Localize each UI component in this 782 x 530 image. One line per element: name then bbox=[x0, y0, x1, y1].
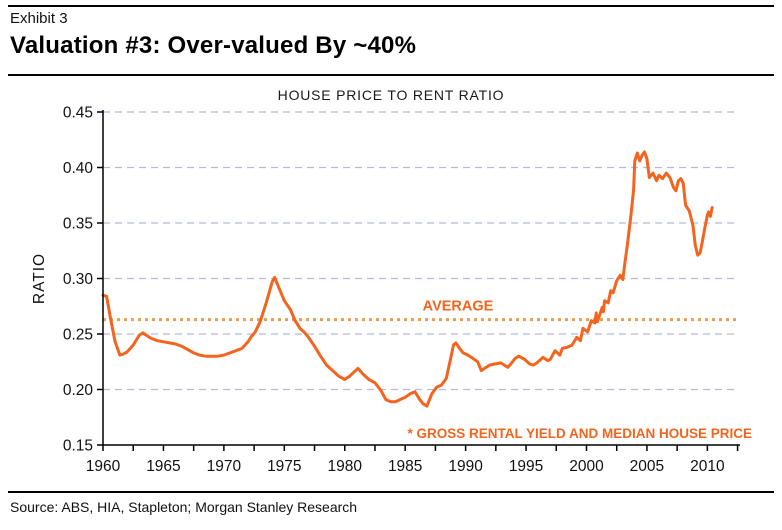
x-tick-label: 1980 bbox=[328, 458, 363, 475]
chart-title: HOUSE PRICE TO RENT RATIO bbox=[277, 87, 505, 103]
footer-rule bbox=[8, 491, 774, 493]
x-tick-label: 1960 bbox=[86, 458, 121, 475]
house-price-to-rent-ratio-chart: 0.15 0.20 0.25 0.30 0.35 0.40 0.45 1960 1965 1970… bbox=[31, 105, 752, 476]
x-tick-label: 2010 bbox=[690, 458, 725, 475]
y-tick-label: 0.45 bbox=[63, 105, 93, 122]
y-tick-label: 0.15 bbox=[63, 438, 93, 455]
x-tick-label: 1985 bbox=[388, 458, 422, 475]
average-label: AVERAGE bbox=[423, 299, 494, 315]
x-tick-label: 2000 bbox=[569, 458, 604, 475]
page-title: Valuation #3: Over-valued By ~40% bbox=[10, 32, 417, 59]
y-tick-label: 0.20 bbox=[63, 382, 94, 399]
y-tick-label: 0.25 bbox=[63, 327, 93, 344]
y-tick-label: 0.40 bbox=[63, 160, 94, 177]
source-text: Source: ABS, HIA, Stapleton; Morgan Stan… bbox=[10, 499, 358, 515]
x-tick-label: 1990 bbox=[448, 458, 483, 475]
x-tick-label: 1995 bbox=[509, 458, 543, 475]
x-tick-label: 2005 bbox=[630, 458, 664, 475]
header-divider-rule bbox=[8, 74, 774, 76]
x-tick-label: 1965 bbox=[146, 458, 180, 475]
y-tick-label: 0.30 bbox=[63, 271, 94, 288]
x-tick-label: 1970 bbox=[207, 458, 242, 475]
x-tick-label: 1975 bbox=[267, 458, 301, 475]
footnote-label: * GROSS RENTAL YIELD AND MEDIAN HOUSE PR… bbox=[407, 426, 752, 441]
y-tick-label: 0.35 bbox=[63, 216, 93, 233]
exhibit-label: Exhibit 3 bbox=[10, 10, 68, 27]
top-rule bbox=[8, 5, 774, 7]
y-axis-title: RATIO bbox=[31, 253, 48, 304]
series-line bbox=[101, 150, 714, 408]
